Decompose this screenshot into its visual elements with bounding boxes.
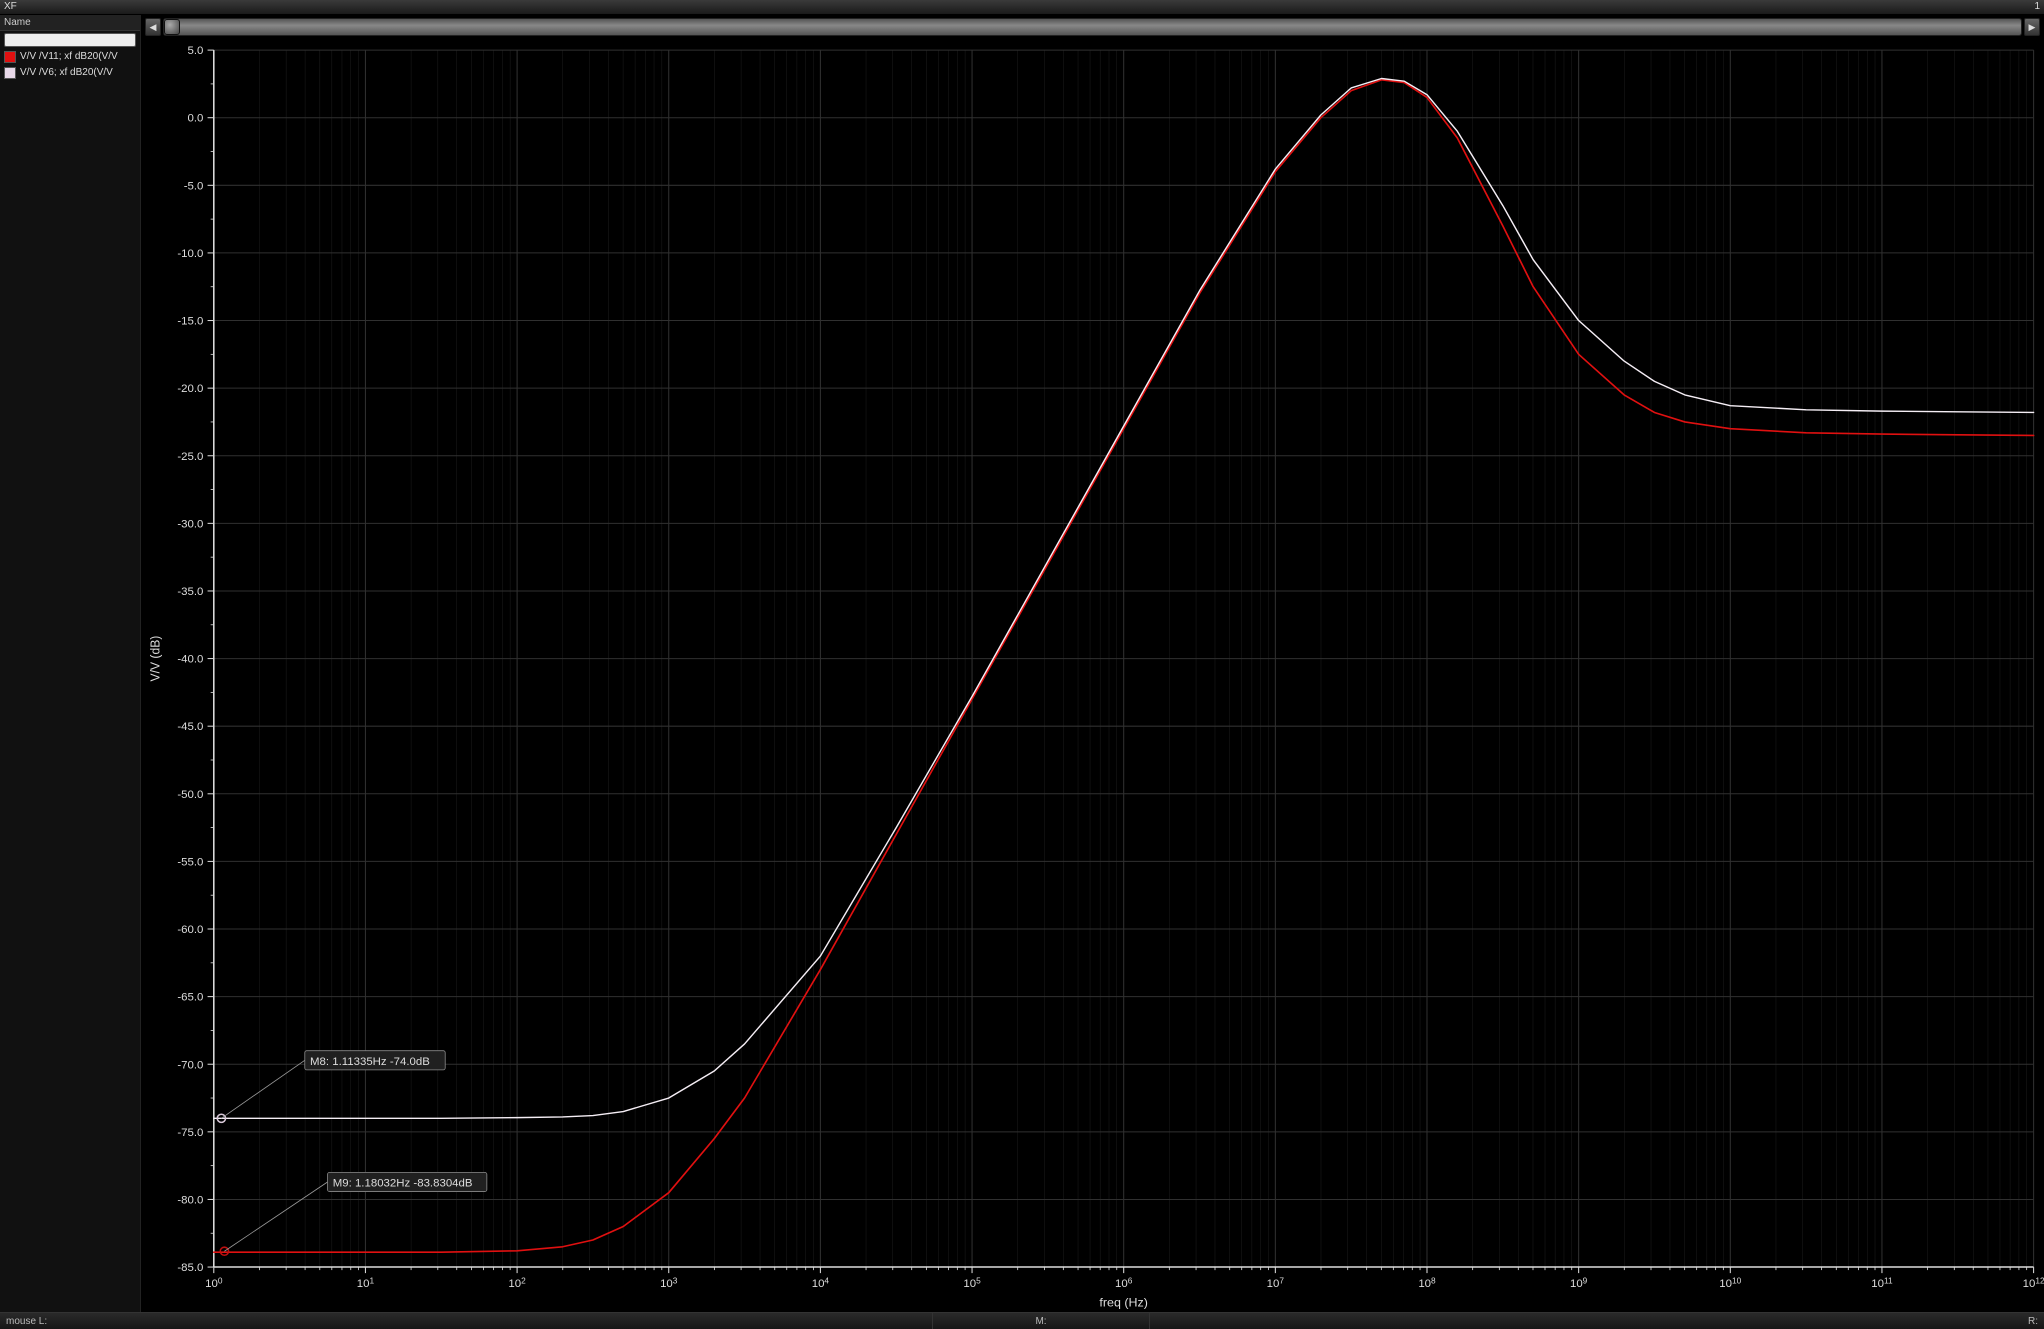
legend-filter-input[interactable] xyxy=(4,33,136,47)
status-mid: M: xyxy=(933,1313,1150,1329)
svg-text:-80.0: -80.0 xyxy=(177,1195,203,1207)
marker-label-text: M9: 1.18032Hz -83.8304dB xyxy=(333,1178,473,1190)
slider-right-arrow[interactable]: ▶ xyxy=(2024,18,2040,36)
svg-text:-45.0: -45.0 xyxy=(177,721,203,733)
legend-filter-row xyxy=(0,31,140,49)
svg-text:-40.0: -40.0 xyxy=(177,654,203,666)
legend-label: V/V /V11; xf dB20(V/V xyxy=(20,51,118,62)
svg-text:-75.0: -75.0 xyxy=(177,1127,203,1139)
svg-text:-85.0: -85.0 xyxy=(177,1262,203,1274)
window-titlebar: XF 1 xyxy=(0,0,2044,15)
svg-text:5.0: 5.0 xyxy=(187,45,203,57)
svg-text:-60.0: -60.0 xyxy=(177,924,203,936)
app-root: XF 1 Name V/V /V11; xf dB20(V/V V/V /V6; … xyxy=(0,0,2044,1329)
legend-header: Name xyxy=(0,15,140,31)
svg-text:-15.0: -15.0 xyxy=(177,316,203,328)
svg-text:V/V (dB): V/V (dB) xyxy=(149,636,163,682)
status-right: R: xyxy=(1150,1313,2044,1329)
svg-text:-30.0: -30.0 xyxy=(177,518,203,530)
svg-text:0.0: 0.0 xyxy=(187,113,203,125)
svg-text:-50.0: -50.0 xyxy=(177,789,203,801)
chevron-left-icon: ◀ xyxy=(150,22,157,33)
status-left: mouse L: xyxy=(0,1313,933,1329)
window-title-left: XF xyxy=(4,1,17,12)
legend-label: V/V /V6; xf dB20(V/V xyxy=(20,67,113,78)
slider-left-arrow[interactable]: ◀ xyxy=(145,18,161,36)
svg-text:-10.0: -10.0 xyxy=(177,248,203,260)
svg-text:-35.0: -35.0 xyxy=(177,586,203,598)
svg-text:-25.0: -25.0 xyxy=(177,451,203,463)
status-bar: mouse L: M: R: xyxy=(0,1312,2044,1329)
legend-item[interactable]: V/V /V6; xf dB20(V/V xyxy=(0,65,140,81)
svg-text:-55.0: -55.0 xyxy=(177,857,203,869)
slider-track[interactable] xyxy=(163,18,2022,36)
legend-sidebar: Name V/V /V11; xf dB20(V/V V/V /V6; xf dB… xyxy=(0,15,141,1313)
main-area: Name V/V /V11; xf dB20(V/V V/V /V6; xf dB… xyxy=(0,15,2044,1313)
marker-label-text: M8: 1.11335Hz -74.0dB xyxy=(310,1056,430,1068)
slider-thumb[interactable] xyxy=(164,19,180,35)
horizontal-range-slider[interactable]: ◀ ▶ xyxy=(141,15,2044,40)
bode-plot[interactable]: 1001011021031041051061071081091010101110… xyxy=(141,40,2044,1313)
svg-text:-20.0: -20.0 xyxy=(177,383,203,395)
svg-text:-5.0: -5.0 xyxy=(184,180,204,192)
svg-text:freq (Hz): freq (Hz) xyxy=(1099,1296,1148,1310)
chevron-right-icon: ▶ xyxy=(2029,22,2036,33)
legend-swatch xyxy=(4,67,16,79)
plot-column: ◀ ▶ 100101102103104105106107108109101010… xyxy=(141,15,2044,1313)
legend-swatch xyxy=(4,51,16,63)
legend-item[interactable]: V/V /V11; xf dB20(V/V xyxy=(0,49,140,65)
window-title-right: 1 xyxy=(2034,1,2040,12)
svg-text:-65.0: -65.0 xyxy=(177,992,203,1004)
svg-text:-70.0: -70.0 xyxy=(177,1059,203,1071)
legend-list: V/V /V11; xf dB20(V/V V/V /V6; xf dB20(V/… xyxy=(0,49,140,81)
